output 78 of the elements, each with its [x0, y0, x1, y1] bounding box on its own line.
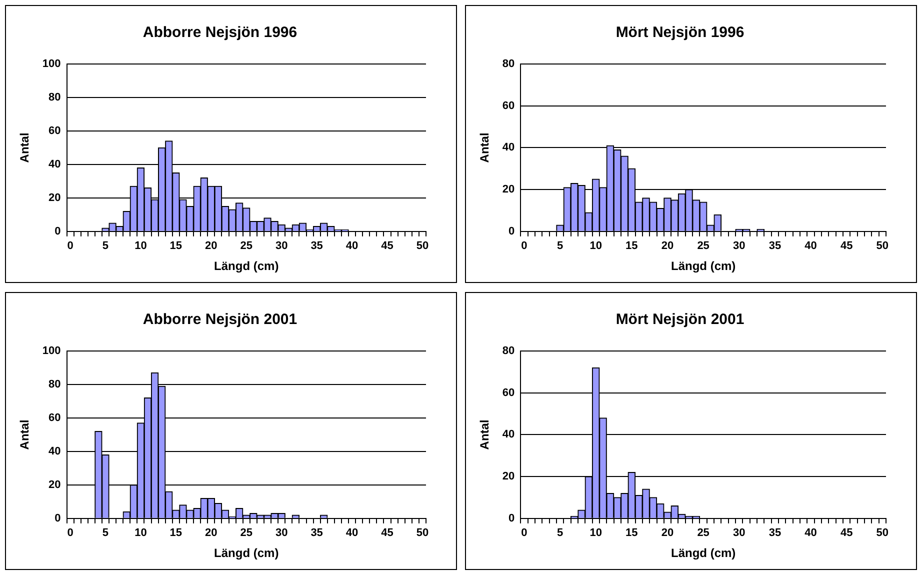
- x-tick-label: 25: [697, 240, 710, 252]
- x-tick-label: 35: [768, 240, 782, 252]
- y-axis-title: Antal: [18, 132, 32, 163]
- x-tick-label: 35: [768, 527, 782, 540]
- y-tick-label: 40: [502, 428, 515, 441]
- y-tick-label: 0: [508, 225, 515, 238]
- x-tick-label: 15: [626, 240, 638, 252]
- x-tick-label: 10: [590, 240, 602, 252]
- x-tick-label: 35: [310, 527, 323, 540]
- y-tick-label: 0: [508, 512, 515, 524]
- x-tick-label: 5: [102, 240, 109, 252]
- x-tick-label: 10: [134, 527, 147, 540]
- x-axis-title: Längd (cm): [214, 546, 279, 560]
- x-tick-label: 0: [67, 527, 74, 540]
- y-tick-label: 40: [502, 142, 515, 154]
- y-axis-title: Antal: [478, 132, 492, 163]
- x-tick-label: 20: [205, 527, 218, 540]
- y-tick-label: 20: [502, 470, 515, 483]
- y-tick-label: 40: [48, 158, 61, 170]
- x-tick-label: 5: [556, 527, 564, 540]
- x-tick-label: 25: [240, 527, 252, 540]
- x-axis-title: Längd (cm): [214, 259, 279, 274]
- x-tick-label: 30: [733, 240, 746, 252]
- y-tick-label: 20: [502, 184, 515, 196]
- y-tick-label: 100: [42, 58, 61, 70]
- y-tick-label: 20: [48, 478, 61, 491]
- x-tick-label: 0: [67, 240, 74, 252]
- x-tick-label: 0: [521, 240, 528, 252]
- y-tick-label: 80: [48, 378, 61, 391]
- x-tick-label: 20: [661, 240, 674, 252]
- y-tick-label: 60: [502, 100, 515, 112]
- chart-title: Abborre Nejsjön 1996: [142, 24, 298, 42]
- x-tick-label: 45: [381, 240, 394, 252]
- y-tick-label: 100: [42, 345, 61, 358]
- y-tick-label: 60: [502, 386, 515, 399]
- x-tick-label: 15: [170, 527, 182, 540]
- y-tick-label: 60: [48, 412, 61, 424]
- x-tick-label: 20: [661, 527, 674, 540]
- x-tick-label: 45: [381, 527, 394, 540]
- x-tick-label: 5: [102, 527, 109, 540]
- y-axis-title: Antal: [18, 420, 32, 450]
- x-tick-label: 50: [876, 527, 889, 540]
- x-axis-title: Längd (cm): [670, 546, 736, 560]
- y-tick-label: 80: [502, 345, 515, 358]
- y-tick-label: 80: [48, 92, 61, 104]
- x-tick-label: 50: [876, 240, 889, 252]
- chart-title: Mört Nejsjön 1996: [616, 24, 744, 42]
- x-tick-label: 10: [134, 240, 147, 252]
- x-tick-label: 50: [416, 527, 429, 540]
- x-tick-label: 15: [170, 240, 182, 252]
- y-tick-label: 0: [54, 512, 61, 524]
- x-tick-label: 30: [275, 527, 288, 540]
- x-tick-label: 45: [840, 527, 853, 540]
- chart-title: Mört Nejsjön 2001: [616, 311, 744, 328]
- y-tick-label: 20: [48, 192, 61, 204]
- x-tick-label: 30: [275, 240, 288, 252]
- x-tick-label: 40: [346, 240, 358, 252]
- x-tick-label: 40: [346, 527, 358, 540]
- x-tick-label: 35: [310, 240, 323, 252]
- x-tick-label: 40: [804, 527, 817, 540]
- x-tick-label: 15: [626, 527, 638, 540]
- x-tick-label: 20: [205, 240, 218, 252]
- x-tick-label: 25: [240, 240, 252, 252]
- chart-title: Abborre Nejsjön 2001: [142, 311, 298, 328]
- x-tick-label: 45: [840, 240, 853, 252]
- y-tick-label: 0: [54, 225, 61, 238]
- x-tick-label: 10: [590, 527, 602, 540]
- y-tick-label: 60: [48, 124, 61, 137]
- x-tick-label: 5: [556, 240, 564, 252]
- y-axis-title: Antal: [478, 420, 492, 450]
- x-tick-label: 50: [416, 240, 429, 252]
- x-tick-label: 40: [804, 240, 817, 252]
- x-tick-label: 30: [733, 527, 746, 540]
- x-tick-label: 25: [697, 527, 710, 540]
- y-tick-label: 40: [48, 445, 61, 458]
- y-tick-label: 80: [502, 58, 515, 70]
- x-tick-label: 0: [521, 527, 528, 540]
- x-axis-title: Längd (cm): [670, 259, 736, 274]
